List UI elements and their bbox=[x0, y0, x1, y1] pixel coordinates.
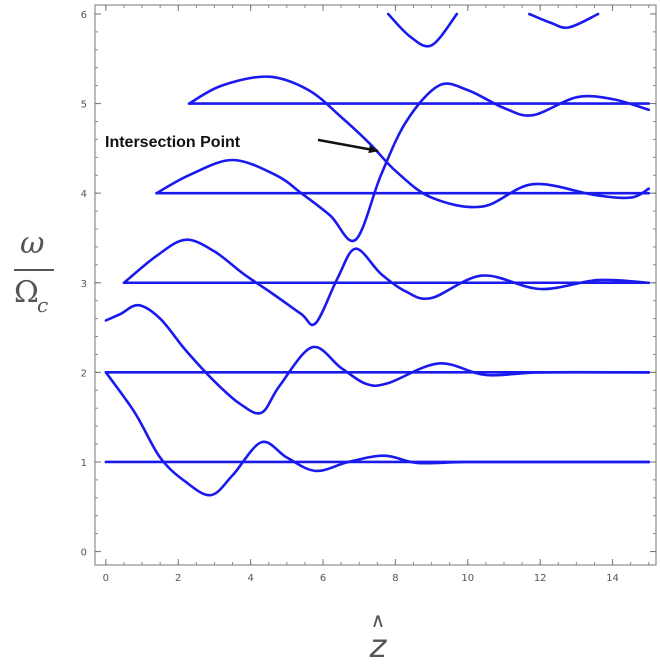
x-tick-label: 4 bbox=[247, 573, 253, 584]
series-curve-5 bbox=[104, 371, 651, 497]
y-tick-label: 4 bbox=[81, 189, 87, 200]
major-ticks bbox=[95, 5, 656, 565]
series-group bbox=[104, 12, 651, 497]
annotation-label: Intersection Point bbox=[105, 134, 241, 151]
y-tick-label: 0 bbox=[81, 548, 87, 559]
y-label-numerator: ω bbox=[20, 226, 44, 261]
series-curve-9 bbox=[187, 75, 651, 209]
x-label-hat: ∧ bbox=[371, 608, 386, 632]
y-label-subscript: c bbox=[37, 293, 48, 317]
y-tick-label: 2 bbox=[81, 368, 87, 379]
plot-frame bbox=[94, 4, 657, 566]
y-tick-label: 6 bbox=[81, 10, 87, 21]
y-tick-label: 5 bbox=[81, 100, 87, 111]
annotation-arrow bbox=[317, 138, 379, 154]
x-tick-label: 0 bbox=[103, 573, 109, 584]
y-tick-label: 3 bbox=[81, 279, 87, 290]
x-tick-label: 12 bbox=[534, 573, 547, 584]
x-tick-label: 14 bbox=[606, 573, 619, 584]
y-tick-label: 1 bbox=[81, 458, 87, 469]
y-label-denominator: Ω bbox=[14, 275, 39, 310]
x-axis-label: ∧ z bbox=[369, 608, 388, 665]
series-curve-6 bbox=[104, 303, 651, 415]
series-curve-10 bbox=[386, 12, 459, 48]
series-curve-7 bbox=[122, 238, 651, 327]
y-axis-label: ω Ω c bbox=[14, 226, 54, 317]
x-label-variable: z bbox=[369, 627, 388, 665]
series-curve-11 bbox=[528, 12, 600, 30]
x-tick-label: 10 bbox=[461, 573, 474, 584]
series-curve-8 bbox=[155, 82, 651, 243]
x-tick-label: 6 bbox=[320, 573, 326, 584]
x-tick-label: 2 bbox=[175, 573, 181, 584]
x-tick-label: 8 bbox=[392, 573, 398, 584]
